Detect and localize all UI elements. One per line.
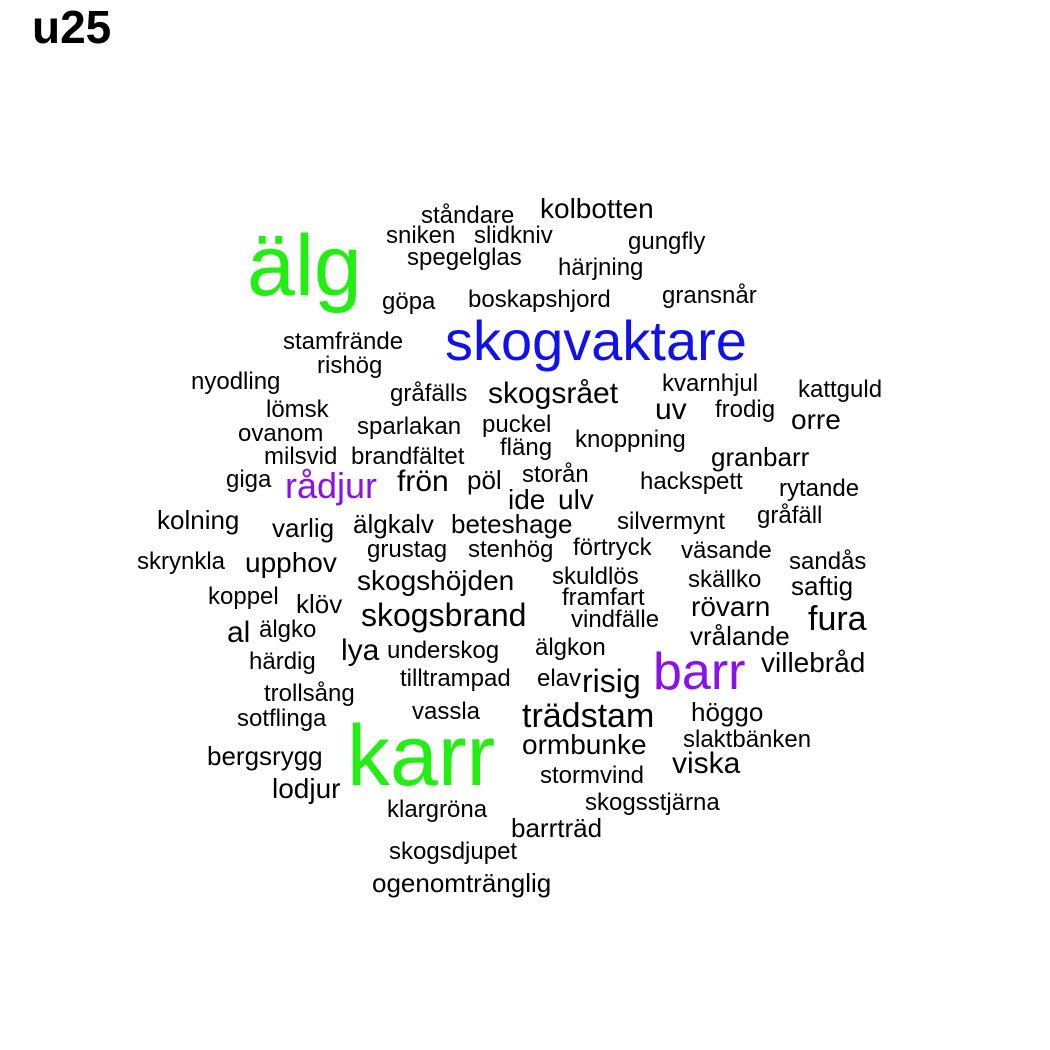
word-algkon: älgkon	[535, 634, 606, 661]
word-stormvind: stormvind	[540, 762, 645, 789]
word-nyodling: nyodling	[191, 368, 281, 395]
word-grafall: gråfäll	[757, 502, 823, 529]
word-rytande: rytande	[779, 475, 860, 502]
page-title: u25	[32, 1, 112, 53]
word-vralande: vrålande	[690, 621, 790, 651]
word-grustag: grustag	[367, 536, 448, 563]
word-saftig: saftig	[791, 571, 854, 601]
word-skogshojden: skogshöjden	[357, 565, 515, 596]
word-puckel: puckel	[482, 411, 552, 438]
word-vindfalle: vindfälle	[571, 606, 660, 633]
word-villebrad: villebråd	[761, 647, 866, 678]
word-harjning: härjning	[558, 254, 644, 281]
word-gopa: göpa	[382, 288, 436, 315]
word-slaktbanken: slaktbänken	[683, 726, 812, 753]
word-flang: fläng	[500, 434, 553, 461]
word-tilltrampad: tilltrampad	[400, 665, 511, 692]
word-brandfaltet: brandfältet	[351, 443, 465, 470]
word-skogvaktare: skogvaktare	[445, 309, 747, 372]
word-vassla: vassla	[412, 698, 481, 725]
word-klov: klöv	[296, 589, 343, 619]
word-ide: ide	[508, 484, 546, 515]
word-rovarn: rövarn	[691, 591, 771, 622]
word-hackspett: hackspett	[640, 468, 743, 495]
word-skogsdjupet: skogsdjupet	[389, 838, 518, 865]
word-rishog: rishög	[317, 352, 383, 379]
word-ulv: ulv	[558, 484, 594, 515]
word-kvarnhjul: kvarnhjul	[662, 370, 759, 397]
word-skuldlos: skuldlös	[552, 563, 639, 590]
word-radjur: rådjur	[285, 465, 378, 506]
word-spegelglas: spegelglas	[407, 244, 522, 271]
word-uv: uv	[655, 393, 687, 426]
word-ormbunke: ormbunke	[522, 729, 647, 760]
word-kattguld: kattguld	[798, 376, 883, 403]
word-skallko: skällko	[688, 566, 762, 593]
word-lya: lya	[341, 634, 380, 667]
word-barrtrad: barrträd	[511, 813, 603, 843]
word-lomsk: lömsk	[266, 396, 329, 423]
word-upphov: upphov	[245, 547, 337, 578]
word-varlig: varlig	[272, 513, 335, 543]
word-skrynkla: skrynkla	[137, 548, 226, 575]
word-tradstam: trädstam	[522, 697, 655, 735]
word-fron: frön	[397, 465, 449, 498]
word-karr: karr	[347, 708, 496, 804]
word-ogenomtranglig: ogenomtränglig	[372, 868, 552, 898]
word-milsvid: milsvid	[264, 443, 338, 470]
word-granbarr: granbarr	[711, 442, 810, 472]
word-algkalv: älgkalv	[353, 509, 434, 539]
word-standare: ståndare	[421, 202, 515, 229]
word-giga: giga	[226, 466, 272, 493]
word-koppel: koppel	[208, 583, 279, 610]
word-sparlakan: sparlakan	[357, 413, 462, 440]
word-barr: barr	[653, 643, 746, 701]
word-knoppning: knoppning	[575, 426, 686, 453]
word-kolning: kolning	[157, 505, 240, 535]
word-storan: storån	[522, 461, 589, 488]
word-silvermynt: silvermynt	[617, 508, 726, 535]
word-bergsrygg: bergsrygg	[207, 741, 323, 771]
word-hoggo: höggo	[691, 697, 764, 727]
word-elav: elav	[537, 665, 582, 692]
word-vasande: väsande	[681, 537, 772, 564]
word-gungfly: gungfly	[628, 228, 706, 255]
word-skogsstjarna: skogsstjärna	[585, 789, 720, 816]
word-underskog: underskog	[387, 637, 500, 664]
word-algko: älgko	[259, 616, 317, 643]
word-trollsang: trollsång	[264, 680, 355, 707]
word-fortryck: förtryck	[573, 534, 652, 561]
word-viska: viska	[672, 747, 741, 780]
word-sandas: sandås	[789, 548, 867, 575]
word-sotflinga: sotflinga	[237, 705, 327, 732]
word-ovanom: ovanom	[238, 420, 324, 447]
word-al: al	[227, 616, 251, 649]
word-gransnar: gransnår	[662, 282, 757, 309]
word-fura: fura	[808, 600, 867, 638]
word-grafalls: gråfälls	[390, 380, 468, 407]
word-pol: pöl	[467, 465, 502, 495]
word-risig: risig	[582, 663, 641, 699]
word-skogsraet: skogsrået	[488, 377, 619, 410]
word-boskapshjord: boskapshjord	[468, 286, 611, 313]
word-beteshage: beteshage	[451, 509, 573, 539]
word-orre: orre	[791, 404, 841, 435]
word-stenhog: stenhög	[468, 536, 554, 563]
word-skogsbrand: skogsbrand	[361, 597, 527, 633]
word-kolbotten: kolbotten	[540, 193, 654, 224]
word-hardig: härdig	[249, 648, 316, 675]
word-framfart: framfart	[562, 584, 645, 611]
word-sniken: sniken	[386, 222, 456, 249]
word-alg: älg	[247, 218, 362, 314]
word-slidkniv: slidkniv	[474, 222, 553, 249]
word-frodig: frodig	[715, 396, 776, 423]
word-klargrona: klargröna	[387, 796, 488, 823]
word-lodjur: lodjur	[272, 773, 341, 804]
word-stamfrande: stamfrände	[283, 328, 404, 355]
